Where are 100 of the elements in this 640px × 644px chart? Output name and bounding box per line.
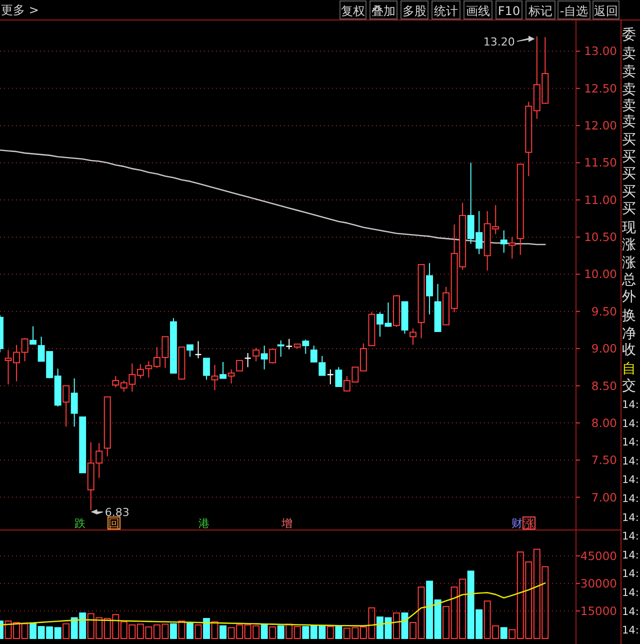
text: 卖 — [622, 82, 636, 98]
candlestick — [236, 360, 244, 372]
bar — [220, 625, 226, 639]
y-tick-label: 8.00 — [591, 416, 617, 430]
candlestick — [203, 358, 210, 380]
text: 返回 — [594, 4, 618, 18]
text: 14: — [622, 493, 639, 505]
candlestick — [410, 328, 416, 346]
text: 买 — [622, 166, 636, 182]
bar — [62, 623, 70, 639]
candlestick — [500, 230, 508, 254]
bar — [211, 621, 218, 639]
candlestick — [70, 378, 78, 428]
candlestick — [277, 340, 284, 358]
y-tick-label: 10.00 — [584, 267, 617, 282]
y-tick-label: 9.00 — [591, 342, 617, 356]
text: 买 — [622, 132, 636, 148]
candlestick — [252, 347, 260, 362]
y-tick-label: 13.00 — [584, 44, 617, 58]
text: 自 — [622, 361, 636, 377]
text: 14: — [622, 587, 639, 599]
candlestick — [269, 348, 276, 364]
text: 换 — [622, 308, 636, 324]
text: 买 — [622, 149, 636, 165]
y-tick-label: 11.50 — [584, 156, 617, 170]
candlestick — [211, 364, 218, 391]
text: 净 — [622, 326, 636, 342]
text: 14: — [622, 549, 639, 562]
text: 买 — [622, 201, 636, 217]
annotation: 涨 — [524, 517, 534, 530]
bar — [269, 626, 276, 639]
text: 标记 — [528, 4, 552, 18]
annotation: 增 — [280, 517, 292, 530]
y-tick-label: 8.50 — [591, 378, 617, 393]
text: 卖 — [622, 114, 636, 130]
bar — [500, 627, 508, 639]
candlestick — [244, 352, 252, 368]
text: 画线 — [466, 4, 490, 18]
y-tick-label: 30000 — [580, 576, 617, 590]
y-tick-label: 45000 — [580, 548, 617, 563]
candlestick — [508, 236, 516, 260]
annotation: 跌 — [74, 517, 86, 530]
text: 14: — [622, 624, 639, 637]
candlestick — [426, 262, 433, 315]
bar — [260, 624, 268, 639]
y-tick-label: 12.00 — [584, 118, 617, 133]
line-series — [0, 582, 546, 626]
text: 复权 — [341, 4, 365, 18]
bar — [178, 620, 186, 639]
candlestick — [62, 385, 70, 428]
y-tick-label: 11.00 — [584, 192, 617, 207]
y-tick-label: 7.50 — [591, 453, 617, 468]
text: 卖 — [622, 98, 636, 114]
candlestick — [186, 344, 194, 358]
text: 14: — [622, 418, 639, 430]
text: 多股 — [402, 4, 426, 18]
text: 14: — [622, 512, 639, 524]
text: 外 — [622, 289, 636, 305]
text: 14: — [622, 474, 639, 486]
y-tick-label: 12.50 — [584, 81, 617, 96]
bar — [186, 622, 194, 639]
text: 14: — [622, 455, 639, 468]
text: 叠加 — [372, 4, 396, 18]
text: 总 — [621, 272, 636, 288]
candlestick — [220, 361, 226, 379]
text: 更多 > — [1, 3, 39, 17]
text: 交 — [622, 378, 636, 394]
y-tick-label: 7.00 — [591, 490, 617, 504]
text: F10 — [498, 4, 520, 18]
candlestick — [30, 326, 37, 345]
bar — [326, 626, 334, 639]
annotation: 回 — [108, 517, 120, 530]
candlestick — [260, 345, 268, 370]
y-tick-label: 15000 — [580, 604, 617, 618]
annotation: 6.83 — [104, 506, 130, 519]
text: 14: — [622, 568, 639, 580]
text: 涨 — [622, 237, 636, 253]
text: 涨 — [622, 255, 636, 271]
text: 14: — [622, 399, 639, 411]
y-tick-label: 9.50 — [591, 304, 617, 318]
bar — [203, 618, 210, 639]
bar — [170, 623, 177, 639]
bar — [194, 624, 202, 639]
text: 卖 — [622, 46, 636, 62]
annotation: 13.20 — [483, 35, 515, 48]
text: 收 — [622, 342, 636, 358]
annotation: 财 — [512, 517, 522, 530]
candlestick — [335, 366, 342, 387]
text: 14: — [622, 606, 639, 618]
text: 14: — [622, 436, 639, 449]
candlestick — [302, 339, 310, 354]
text: 现 — [622, 220, 636, 236]
text: 卖 — [622, 64, 636, 80]
text: -自选 — [560, 4, 588, 18]
bar — [277, 625, 284, 639]
annotation: 港 — [198, 517, 210, 530]
text: 买 — [622, 184, 636, 200]
candlestick — [228, 368, 235, 384]
bar — [335, 626, 342, 639]
y-tick-label: 10.50 — [584, 230, 617, 244]
